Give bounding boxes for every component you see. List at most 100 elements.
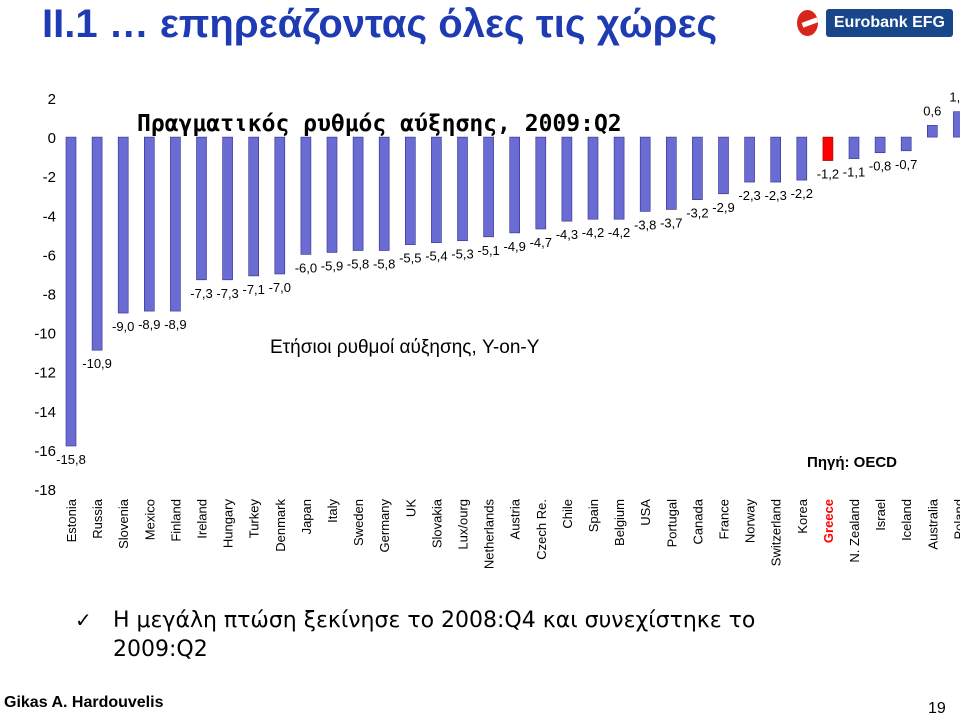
bar-russia [91,136,103,351]
value-label: -2,3 [738,188,760,203]
x-tick-label: Finland [168,499,183,542]
eurobank-logo-icon [797,10,818,36]
bar-germany [378,136,390,251]
chart-subtitle: Ετήσιοι ρυθμοί αύξησης, Y-on-Y [270,337,540,358]
x-tick-label: Korea [795,498,810,533]
value-label: -5,9 [321,258,343,273]
value-label: -3,8 [634,217,656,232]
value-label: -7,1 [242,282,264,297]
value-label: -5,1 [477,243,499,258]
checkmark-icon: ✓ [75,608,92,632]
bar-estonia [65,136,77,447]
value-label: -5,8 [347,256,369,271]
x-tick-label: Portugal [664,499,679,548]
bar-slovenia [117,136,129,314]
value-labels: -15,8 -10,9 -9,0 -8,9 -8,9 -7,3 -7,3 -7,1 -7,0 -6… [56,90,960,467]
value-label: 0,6 [923,103,941,118]
slide-title: ΙΙ.1 … επηρεάζοντας όλες τις χώρες [42,2,718,46]
y-tick-label: -18 [34,482,56,499]
y-tick-label: -16 [34,443,56,460]
value-label: -7,3 [216,286,238,301]
x-tick-label: Greece [821,499,836,543]
bar-chile [561,136,573,222]
bar-uk [404,136,416,245]
value-label: -3,7 [660,215,682,230]
author-name: Gikas A. Hardouvelis [4,694,164,711]
bar-n-zealand [848,136,860,159]
bar-israel [874,136,886,154]
value-label: -4,9 [503,239,525,254]
value-label: -4,3 [556,227,578,242]
x-tick-label: Netherlands [482,499,497,570]
x-tick-label: Denmark [273,499,288,552]
x-tick-label: Hungary [221,499,236,549]
y-tick-label: -6 [43,247,56,264]
x-tick-label: USA [638,499,653,526]
x-axis-labels: Estonia Russia Slovenia Mexico Finland Irelan… [64,498,960,569]
x-tick-label: Italy [325,499,340,523]
bar-poland [953,111,960,138]
bar-france [718,136,729,195]
x-tick-label: Spain [586,499,601,532]
growth-bar-chart: 2 0 -2 -4 -6 -8 -10 -12 -14 -16 -18 -15,8 -10,9 -9,0… [34,90,960,569]
x-tick-label: Norway [743,499,758,544]
value-label: -5,8 [373,256,395,271]
bar-portugal [665,136,677,210]
bar-greece [822,136,834,161]
value-label: -2,9 [712,200,734,215]
y-tick-label: -8 [43,287,56,304]
bar-canada [692,136,703,200]
x-tick-label: Iceland [899,499,914,541]
x-tick-label: Switzerland [769,499,784,566]
bar-switzerland [770,136,782,183]
x-tick-label: Japan [299,499,314,534]
chart-source: Πηγή: OECD [807,454,897,471]
x-tick-label: Lux/ourg [456,499,471,550]
value-label: -3,2 [686,206,708,221]
bar-japan [300,136,312,255]
x-tick-label: Austria [508,498,523,539]
x-tick-label: Germany [377,499,392,553]
value-label: -5,5 [399,251,421,266]
y-tick-label: -4 [43,208,56,225]
x-tick-label: UK [403,499,418,517]
bar-netherlands [483,136,494,238]
y-tick-label: -12 [34,365,56,382]
value-label: -7,0 [269,280,291,295]
x-tick-label: Slovenia [116,498,131,549]
value-label: -4,2 [608,225,630,240]
value-label: -9,0 [112,319,134,334]
bar-usa [639,136,651,212]
bar-slovakia [431,136,442,243]
bar-turkey [248,136,259,277]
value-label: -8,9 [138,317,160,332]
bar-spain [587,136,599,220]
y-tick-label: -10 [34,326,56,343]
value-label: -1,1 [843,165,865,180]
logo-text: Eurobank EFG [825,9,953,37]
y-tick-label: -2 [43,169,56,186]
bar-sweden [352,136,364,251]
value-label: -4,2 [582,225,604,240]
x-tick-label: Ireland [195,499,210,539]
x-tick-label: N. Zealand [847,499,862,563]
y-tick-label: -14 [34,404,56,421]
bar-finland [170,136,181,312]
bar-iceland [900,136,912,152]
bar-austria [509,136,521,234]
x-tick-label: Belgium [612,499,627,546]
chart-title: Πραγματικός ρυθμός αύξησης, 2009:Q2 [137,111,622,137]
x-tick-label: Chile [560,499,575,529]
value-label: -15,8 [56,452,86,467]
x-tick-label: Canada [690,498,705,544]
value-label: -8,9 [164,317,186,332]
x-tick-label: Turkey [247,499,262,539]
x-tick-label: Russia [90,498,105,539]
page-number: 19 [928,700,946,717]
x-tick-label: Poland [951,499,960,539]
bar-denmark [274,136,286,275]
value-label: -2,3 [764,188,786,203]
x-tick-label: Australia [925,498,940,549]
value-label: -1,2 [817,167,839,182]
y-tick-label: 0 [48,130,56,147]
